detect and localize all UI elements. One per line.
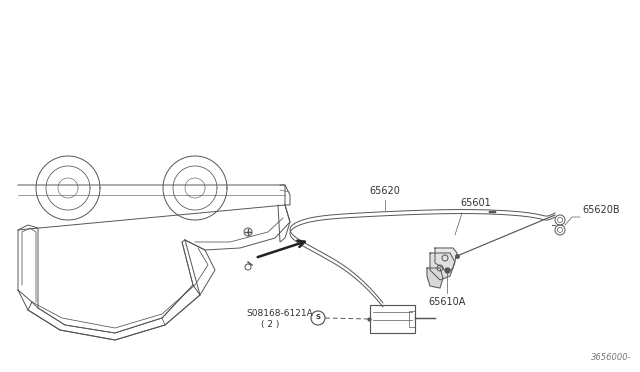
Text: S08168-6121A: S08168-6121A [246, 310, 313, 318]
Text: 65610A: 65610A [428, 297, 466, 307]
Text: S: S [316, 314, 321, 320]
Bar [409, 311, 415, 327]
Text: 65620B: 65620B [582, 205, 620, 215]
Text: 65601: 65601 [460, 198, 491, 208]
Polygon shape [435, 248, 457, 273]
Text: 65620: 65620 [369, 186, 401, 196]
Bar [370, 305, 415, 333]
Text: ( 2 ): ( 2 ) [261, 321, 280, 330]
Text: 3656000-: 3656000- [591, 353, 632, 362]
Polygon shape [427, 268, 443, 288]
Polygon shape [430, 253, 455, 280]
